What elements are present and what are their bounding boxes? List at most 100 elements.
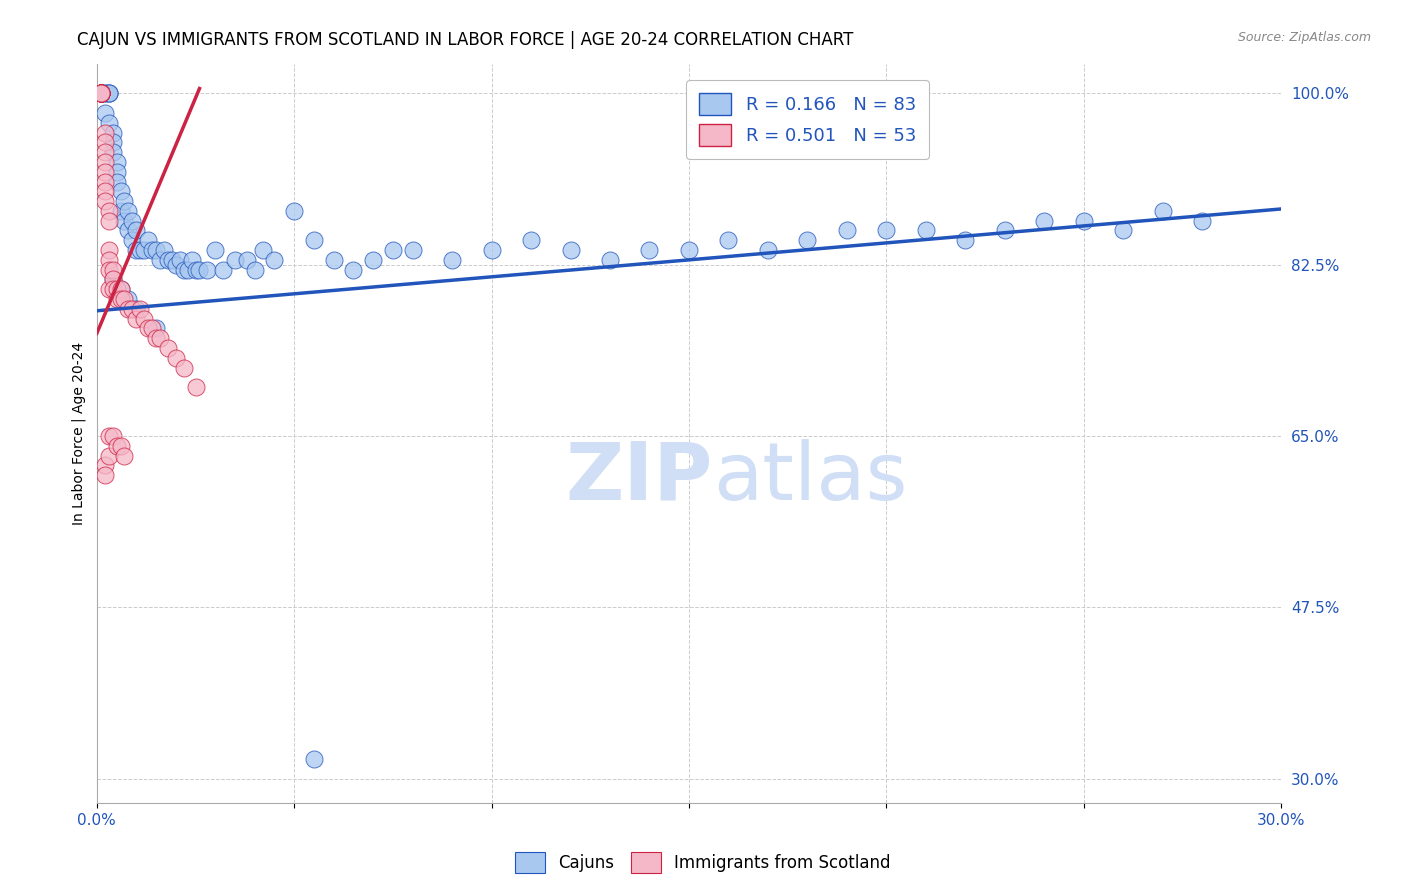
Point [184,262,207,277]
Point [134,311,156,326]
Point [90,87,112,101]
Point [97,262,120,277]
Point [90,87,112,101]
Point [381,243,404,257]
Point [125,223,148,237]
Point [110,184,132,198]
Point [994,223,1017,237]
Point [105,292,128,306]
Point [93,145,115,160]
Point [93,136,115,150]
Point [141,243,163,257]
Point [114,213,136,227]
Point [101,429,124,443]
Point [212,262,235,277]
Point [195,262,218,277]
Point [105,165,128,179]
Point [204,243,226,257]
Point [136,321,159,335]
Point [105,155,128,169]
Point [1152,203,1174,218]
Point [90,87,112,101]
Point [110,292,132,306]
Point [129,301,152,316]
Point [145,331,167,345]
Point [224,252,246,267]
Point [93,458,115,473]
Point [252,243,274,257]
Point [145,243,167,257]
Point [117,301,139,316]
Point [678,243,700,257]
Point [302,752,325,766]
Point [1073,213,1095,227]
Point [97,429,120,443]
Point [105,439,128,453]
Point [520,233,543,247]
Point [90,87,112,101]
Point [93,87,115,101]
Point [302,233,325,247]
Point [90,87,112,101]
Point [101,262,124,277]
Point [97,243,120,257]
Point [101,145,124,160]
Point [97,116,120,130]
Point [236,252,259,267]
Point [101,136,124,150]
Point [955,233,977,247]
Point [125,243,148,257]
Point [121,301,143,316]
Point [184,380,207,394]
Point [173,262,195,277]
Point [121,213,143,227]
Point [156,341,179,355]
Point [322,252,344,267]
Legend: R = 0.166   N = 83, R = 0.501   N = 53: R = 0.166 N = 83, R = 0.501 N = 53 [686,80,929,159]
Point [149,331,172,345]
Point [110,439,132,453]
Point [165,258,187,272]
Point [156,252,179,267]
Point [125,311,148,326]
Point [875,223,897,237]
Point [114,449,136,463]
Point [110,282,132,296]
Text: ZIP: ZIP [565,439,713,517]
Point [117,292,139,306]
Point [93,184,115,198]
Point [93,155,115,169]
Point [180,252,202,267]
Point [114,292,136,306]
Point [149,252,172,267]
Point [134,243,156,257]
Point [114,194,136,208]
Point [90,87,112,101]
Point [90,87,112,101]
Legend: Cajuns, Immigrants from Scotland: Cajuns, Immigrants from Scotland [509,846,897,880]
Point [97,203,120,218]
Point [176,262,198,277]
Point [97,87,120,101]
Point [129,243,152,257]
Point [1033,213,1056,227]
Point [717,233,740,247]
Point [1112,223,1135,237]
Point [90,87,112,101]
Point [97,282,120,296]
Point [93,87,115,101]
Point [105,175,128,189]
Point [117,203,139,218]
Point [93,194,115,208]
Text: atlas: atlas [713,439,907,517]
Point [160,252,183,267]
Text: CAJUN VS IMMIGRANTS FROM SCOTLAND IN LABOR FORCE | AGE 20-24 CORRELATION CHART: CAJUN VS IMMIGRANTS FROM SCOTLAND IN LAB… [77,31,853,49]
Point [101,126,124,140]
Point [101,272,124,286]
Point [638,243,661,257]
Point [145,321,167,335]
Point [97,87,120,101]
Point [165,351,187,365]
Point [101,282,124,296]
Point [560,243,582,257]
